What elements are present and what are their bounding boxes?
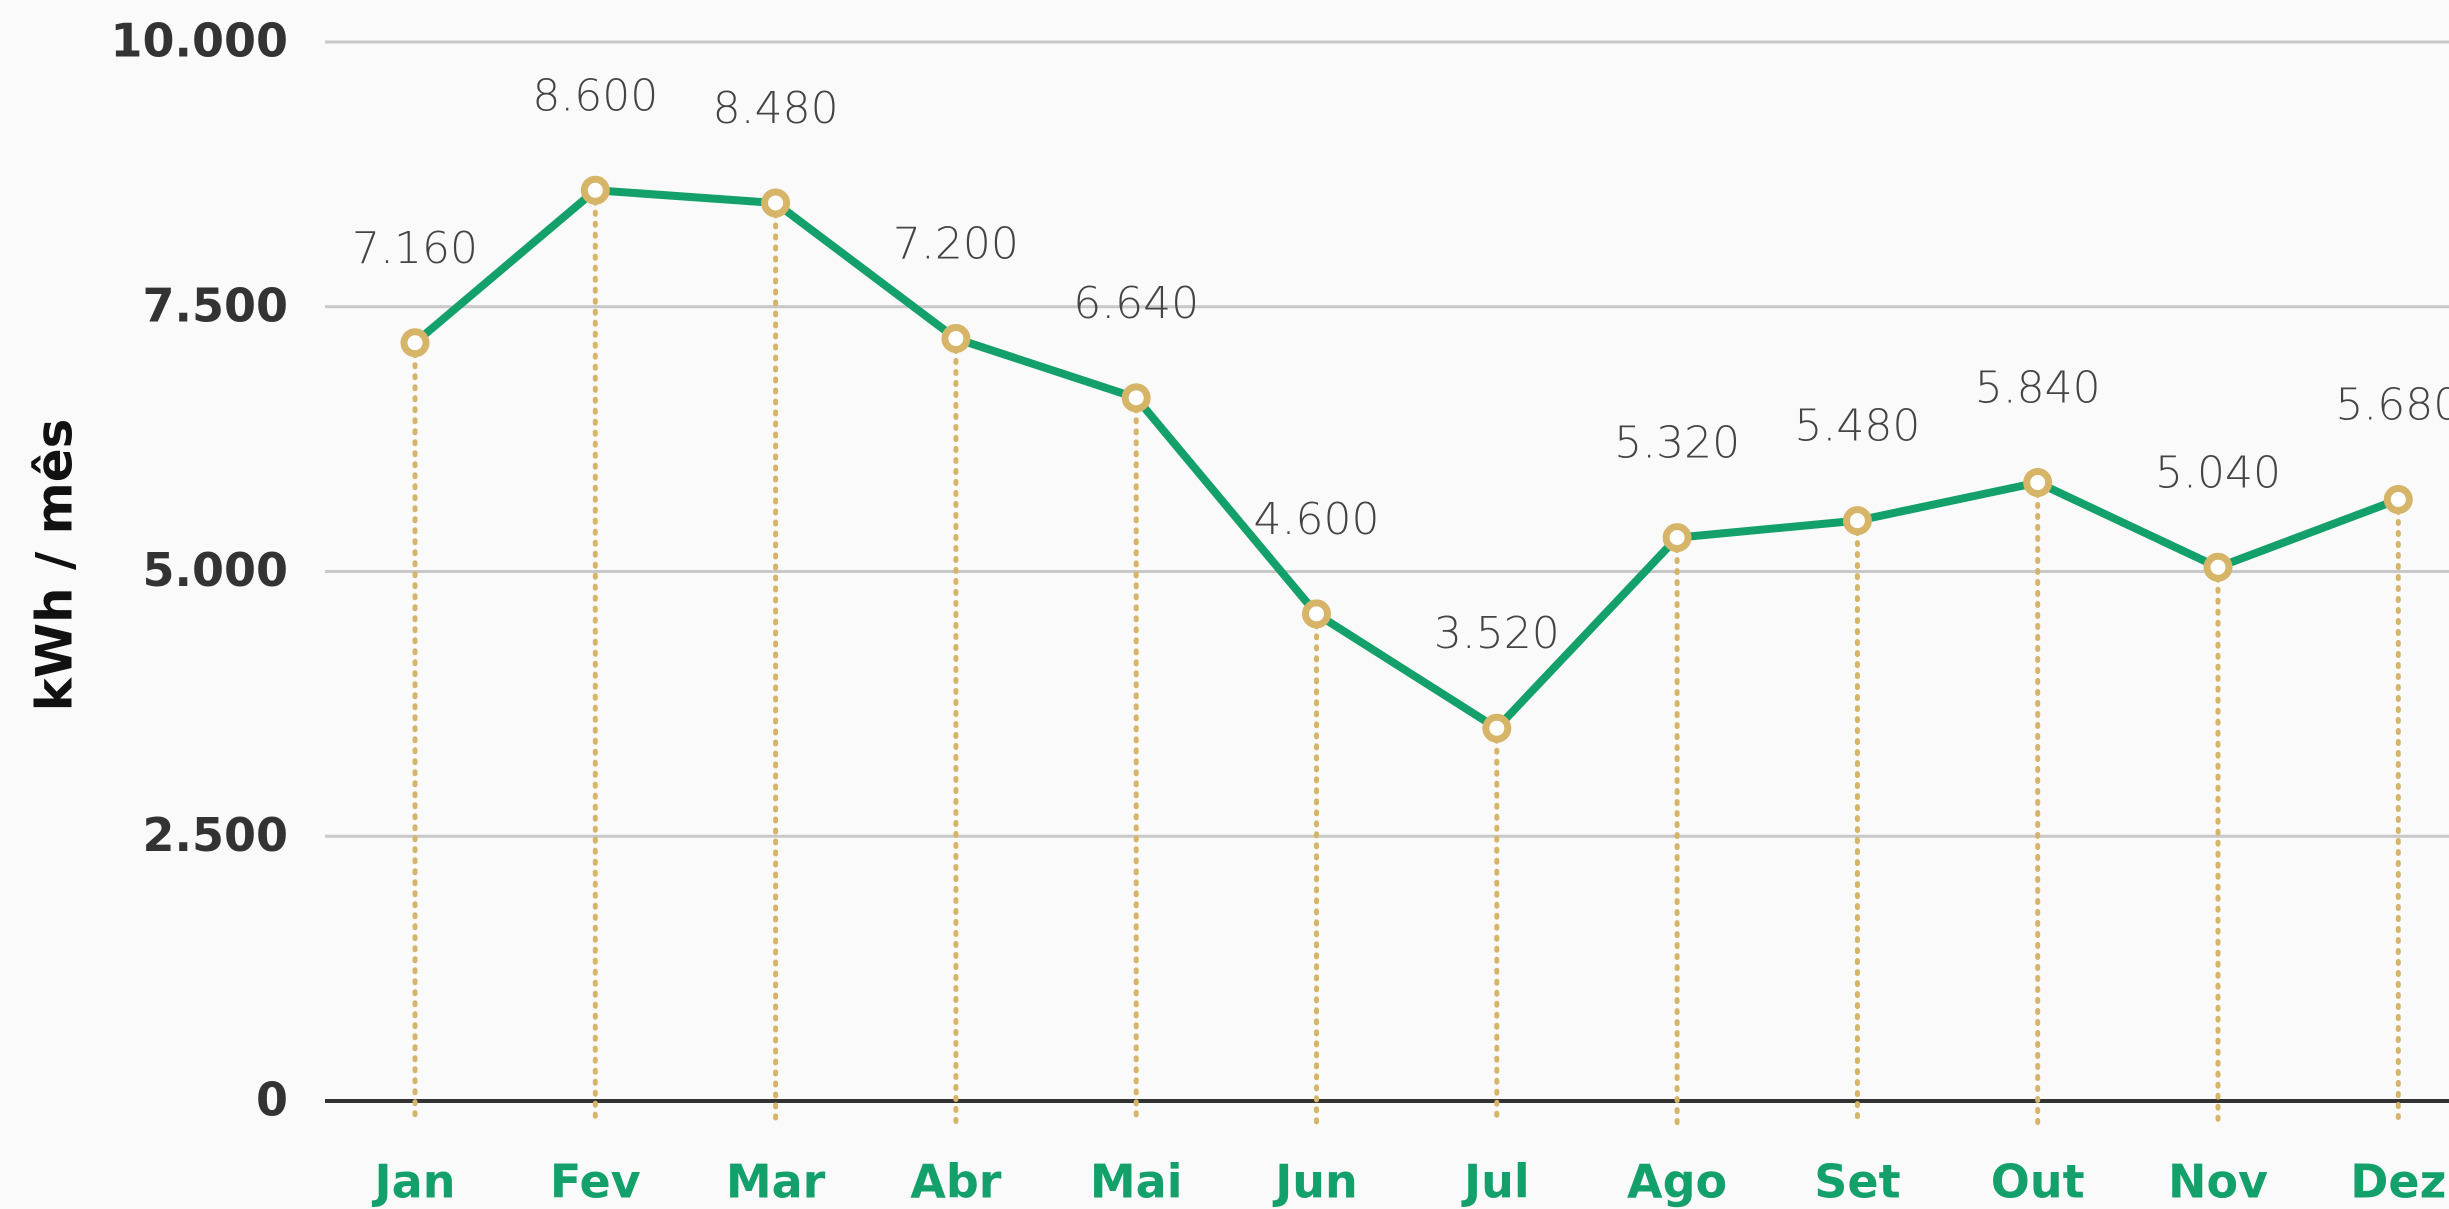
- data-label: 8.480: [713, 83, 839, 134]
- y-tick-label: 7.500: [142, 278, 288, 332]
- point-marker: [1302, 599, 1331, 629]
- y-tick-label: 10.000: [110, 14, 288, 68]
- point-marker: [761, 188, 791, 218]
- data-label: 8.600: [532, 70, 658, 121]
- point-marker: [2023, 468, 2053, 498]
- x-tick-label: Mai: [1090, 1155, 1183, 1209]
- x-tick-label: Nov: [2168, 1155, 2268, 1209]
- data-label: 5.040: [2155, 447, 2281, 498]
- x-tick-label: Mar: [726, 1155, 826, 1209]
- y-tick-label: 2.500: [142, 808, 288, 862]
- x-tick-label: Dez: [2350, 1155, 2446, 1209]
- point-marker: [580, 175, 610, 205]
- series-line: [412, 186, 2400, 733]
- data-label: 5.680: [2335, 379, 2449, 430]
- x-tick-label: Ago: [1627, 1155, 1727, 1209]
- point-marker: [941, 324, 971, 354]
- data-label: 4.600: [1254, 494, 1380, 545]
- y-axis-label: kWh / mês: [26, 419, 84, 712]
- y-tick-label: 5.000: [142, 543, 288, 597]
- x-tick-label: Jan: [372, 1155, 456, 1209]
- x-tick-label: Jul: [1461, 1155, 1530, 1209]
- point-marker: [1482, 713, 1512, 743]
- x-tick-label: Fev: [550, 1155, 641, 1209]
- data-label: 5.840: [1975, 363, 2101, 414]
- data-label: 5.480: [1794, 401, 1920, 452]
- point-marker: [2203, 552, 2233, 582]
- x-tick-label: Out: [1991, 1155, 2085, 1209]
- x-tick-label: Abr: [910, 1155, 1002, 1209]
- data-label: 7.200: [893, 219, 1019, 270]
- point-marker: [1121, 383, 1151, 413]
- data-label: 7.160: [352, 223, 478, 274]
- point-marker: [1662, 523, 1692, 553]
- x-tick-label: Set: [1814, 1155, 1900, 1209]
- point-marker: [2383, 484, 2413, 514]
- data-label: 5.320: [1614, 418, 1740, 469]
- x-tick-label: Jun: [1272, 1155, 1358, 1209]
- point-marker: [1842, 506, 1872, 536]
- y-tick-label: 0: [256, 1073, 288, 1127]
- data-label: 6.640: [1073, 278, 1199, 329]
- point-marker: [400, 328, 430, 358]
- data-label: 3.520: [1434, 608, 1560, 659]
